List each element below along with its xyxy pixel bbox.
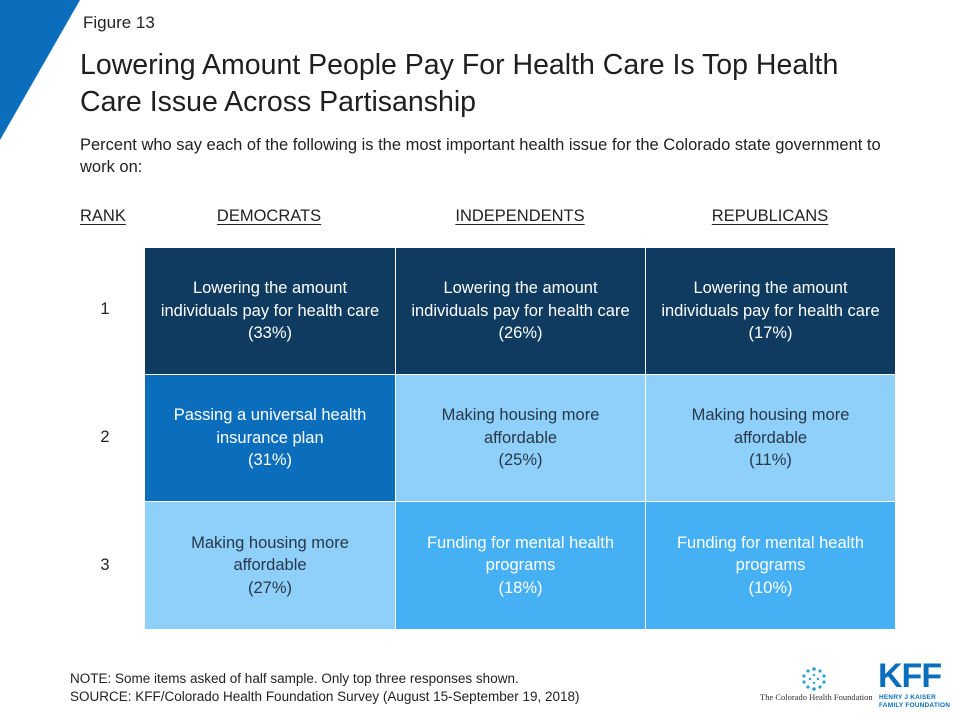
cell-republicans-rank-3: Funding for mental health programs (10%) (646, 502, 896, 630)
cell-percent: (26%) (498, 324, 543, 343)
cell-democrats-rank-3: Making housing more affordable (27%) (145, 502, 396, 630)
rank-1: 1 (100, 300, 110, 318)
cell-democrats-rank-1: Lowering the amount individuals pay for … (145, 248, 396, 375)
cell-issue: Making housing more affordable (441, 406, 600, 447)
cell-issue: Lowering the amount individuals pay for … (661, 279, 880, 320)
issue-grid: Lowering the amount individuals pay for … (144, 247, 896, 630)
cell-issue: Lowering the amount individuals pay for … (160, 279, 380, 320)
cell-percent: (11%) (749, 451, 792, 470)
cell-percent: (27%) (247, 578, 292, 597)
rank-header: RANK (80, 207, 126, 225)
cell-democrats-rank-2: Passing a universal health insurance pla… (145, 375, 396, 502)
cell-percent: (33%) (247, 324, 292, 343)
column-header-republicans: REPUBLICANS (711, 207, 829, 225)
cell-issue: Making housing more affordable (191, 533, 349, 575)
cell-independents-rank-3: Funding for mental health programs (18%) (396, 502, 646, 630)
figure-label: Figure 13 (83, 13, 155, 32)
rank-2: 2 (100, 428, 110, 446)
cell-republicans-rank-1: Lowering the amount individuals pay for … (646, 248, 896, 375)
cell-percent: (10%) (748, 578, 793, 597)
kff-logo: KFF (878, 657, 942, 695)
chart-title: Lowering Amount People Pay For Health Ca… (80, 49, 839, 118)
cell-percent: (31%) (247, 451, 292, 470)
cell-issue: Passing a universal health insurance pla… (173, 406, 367, 447)
cell-percent: (17%) (748, 324, 793, 343)
corner-accent (0, 0, 80, 140)
cell-independents-rank-2: Making housing more affordable (25%) (396, 375, 646, 502)
note-text: NOTE: Some items asked of half sample. O… (70, 671, 519, 686)
column-header-democrats: DEMOCRATS (216, 207, 322, 225)
cell-republicans-rank-2: Making housing more affordable (11%) (646, 375, 896, 502)
cell-issue: Funding for mental health programs (426, 533, 615, 575)
cell-issue: Making housing more affordable (691, 406, 850, 447)
cell-issue: Lowering the amount individuals pay for … (411, 279, 630, 320)
cell-issue: Funding for mental health programs (676, 533, 865, 575)
kff-logo-subtitle: HENRY J KAISER FAMILY FOUNDATION (879, 694, 951, 709)
rank-3: 3 (100, 556, 110, 574)
source-text: SOURCE: KFF/Colorado Health Foundation S… (70, 689, 580, 704)
chart-subtitle: Percent who say each of the following is… (80, 136, 881, 176)
cell-percent: (18%) (498, 578, 543, 597)
footnote: NOTE: Some items asked of half sample. O… (70, 670, 580, 706)
sunburst-dots-icon (802, 667, 826, 691)
cell-percent: (25%) (498, 451, 543, 470)
chf-logo-name: The Colorado Health Foundation (760, 692, 873, 702)
cell-independents-rank-1: Lowering the amount individuals pay for … (396, 248, 646, 375)
column-header-independents: INDEPENDENTS (455, 207, 585, 225)
